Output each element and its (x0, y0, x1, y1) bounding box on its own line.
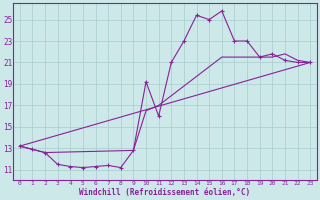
X-axis label: Windchill (Refroidissement éolien,°C): Windchill (Refroidissement éolien,°C) (79, 188, 251, 197)
